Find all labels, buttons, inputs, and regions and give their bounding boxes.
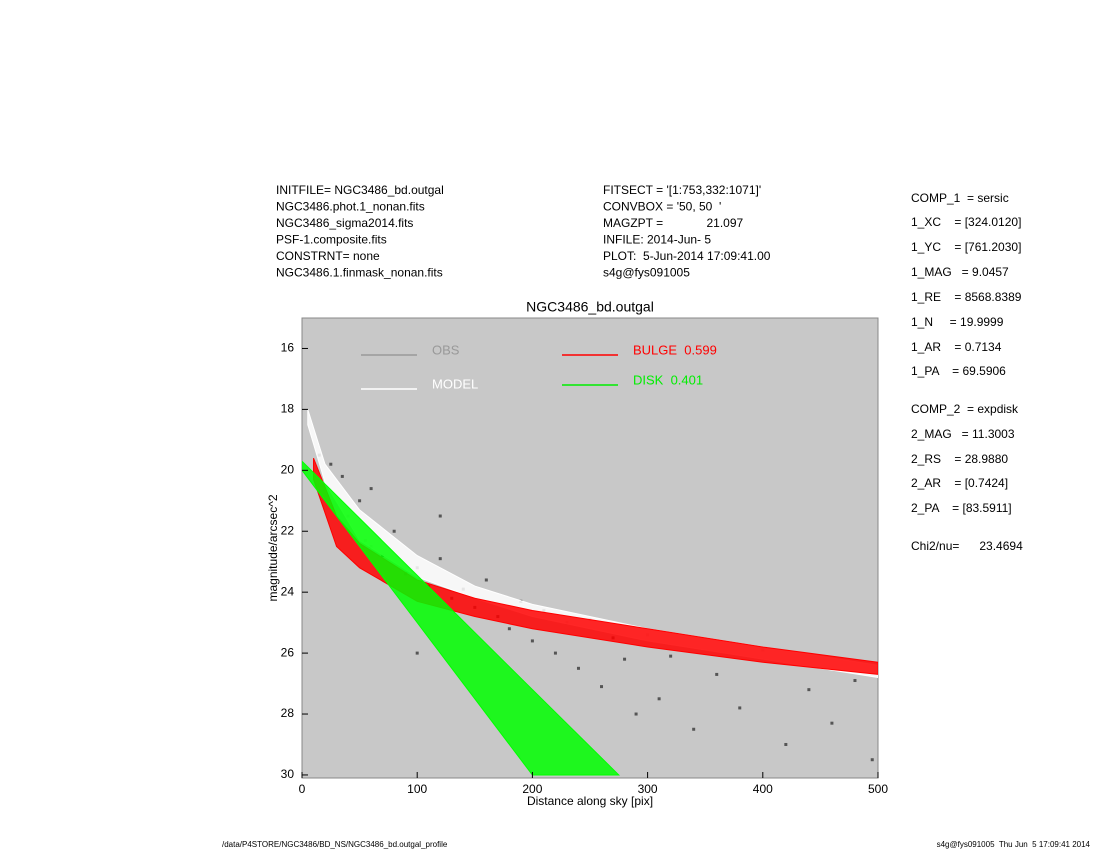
obs-point bbox=[853, 679, 857, 683]
fit-parameter: 2_PA = [83.5911] bbox=[911, 501, 1012, 515]
obs-point bbox=[438, 514, 442, 518]
fit-parameter: Chi2/nu= 23.4694 bbox=[911, 539, 1023, 553]
obs-point bbox=[830, 721, 834, 725]
x-tick-label: 200 bbox=[522, 782, 542, 796]
obs-point bbox=[392, 529, 396, 533]
fit-parameter: 1_MAG = 9.0457 bbox=[911, 265, 1009, 279]
obs-point bbox=[329, 462, 333, 466]
fit-parameter: 1_PA = 69.5906 bbox=[911, 364, 1006, 378]
header-line: CONSTRNT= none bbox=[276, 249, 380, 263]
obs-point bbox=[692, 727, 696, 731]
x-tick-label: 0 bbox=[299, 782, 306, 796]
fit-parameter: 2_RS = 28.9880 bbox=[911, 452, 1008, 466]
y-tick-label: 20 bbox=[281, 462, 295, 476]
obs-point bbox=[870, 758, 874, 762]
header-line: MAGZPT = 21.097 bbox=[603, 216, 743, 230]
y-axis-label: magnitude/arcsec^2 bbox=[266, 494, 280, 601]
obs-point bbox=[553, 651, 557, 655]
obs-point bbox=[657, 697, 661, 701]
fit-parameter: 1_XC = [324.0120] bbox=[911, 215, 1021, 229]
legend-label: BULGE 0.599 bbox=[633, 342, 717, 357]
obs-point bbox=[438, 557, 442, 561]
header-line: INFILE: 2014-Jun- 5 bbox=[603, 233, 711, 247]
obs-point bbox=[634, 712, 638, 716]
footer-path: /data/P4STORE/NGC3486/BD_NS/NGC3486_bd.o… bbox=[222, 840, 448, 849]
legend-label: MODEL bbox=[432, 376, 478, 391]
obs-point bbox=[738, 706, 742, 710]
header-line: FITSECT = '[1:753,332:1071]' bbox=[603, 183, 761, 197]
fit-parameter: COMP_2 = expdisk bbox=[911, 402, 1019, 416]
obs-point bbox=[507, 627, 511, 631]
fit-parameter: 1_AR = 0.7134 bbox=[911, 340, 1002, 354]
header-line: PLOT: 5-Jun-2014 17:09:41.00 bbox=[603, 249, 771, 263]
x-tick-label: 300 bbox=[638, 782, 658, 796]
x-axis-label: Distance along sky [pix] bbox=[527, 794, 653, 808]
header-line: NGC3486.phot.1_nonan.fits bbox=[276, 200, 425, 214]
header-line: CONVBOX = '50, 50 ' bbox=[603, 200, 721, 214]
obs-point bbox=[358, 499, 362, 503]
obs-point bbox=[715, 672, 719, 676]
chart-title: NGC3486_bd.outgal bbox=[526, 299, 654, 315]
y-tick-label: 30 bbox=[281, 767, 295, 781]
model-band bbox=[302, 460, 621, 776]
obs-point bbox=[369, 487, 373, 491]
x-tick-label: 500 bbox=[868, 782, 888, 796]
legend-label: OBS bbox=[432, 342, 460, 357]
obs-point bbox=[784, 742, 788, 746]
header-line: s4g@fys091005 bbox=[603, 266, 690, 280]
obs-point bbox=[669, 654, 673, 658]
y-tick-label: 26 bbox=[281, 645, 295, 659]
header-line: INITFILE= NGC3486_bd.outgal bbox=[276, 183, 444, 197]
plot-marks bbox=[302, 409, 878, 776]
obs-point bbox=[415, 651, 419, 655]
fit-parameter: 1_YC = [761.2030] bbox=[911, 240, 1021, 254]
obs-point bbox=[623, 657, 627, 661]
obs-point bbox=[530, 639, 534, 643]
header-line: NGC3486_sigma2014.fits bbox=[276, 216, 413, 230]
obs-point bbox=[484, 578, 488, 582]
obs-point bbox=[340, 474, 344, 478]
obs-point bbox=[807, 688, 811, 692]
fit-parameter: 2_AR = [0.7424] bbox=[911, 476, 1008, 490]
footer-stamp: s4g@fys091005 Thu Jun 5 17:09:41 2014 bbox=[937, 840, 1091, 849]
x-tick-label: 400 bbox=[753, 782, 773, 796]
obs-point bbox=[600, 685, 604, 689]
y-tick-label: 28 bbox=[281, 706, 295, 720]
y-tick-label: 22 bbox=[281, 523, 295, 537]
fit-parameter: 1_RE = 8568.8389 bbox=[911, 290, 1022, 304]
fit-parameter: 1_N = 19.9999 bbox=[911, 315, 1004, 329]
header-line: PSF-1.composite.fits bbox=[276, 233, 387, 247]
y-tick-label: 16 bbox=[281, 341, 295, 355]
legend-label: DISK 0.401 bbox=[633, 372, 703, 387]
x-tick-label: 100 bbox=[407, 782, 427, 796]
fit-parameter: COMP_1 = sersic bbox=[911, 191, 1009, 205]
header-line: NGC3486.1.finmask_nonan.fits bbox=[276, 266, 443, 280]
y-tick-label: 24 bbox=[281, 584, 295, 598]
fit-parameter: 2_MAG = 11.3003 bbox=[911, 427, 1015, 441]
y-tick-label: 18 bbox=[281, 402, 295, 416]
obs-point bbox=[576, 666, 580, 670]
